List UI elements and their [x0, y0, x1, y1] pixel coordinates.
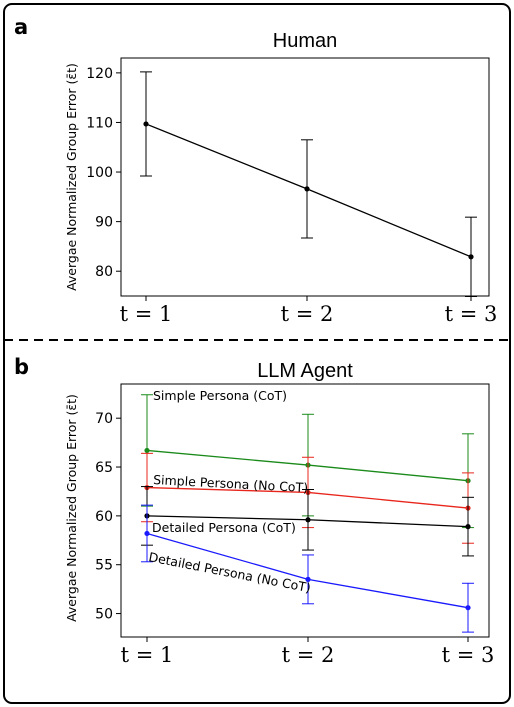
x-tick-label: t = 2: [282, 643, 335, 667]
y-tick-label: 50: [95, 607, 113, 623]
plot-area: [120, 383, 490, 638]
y-tick-label: 120: [86, 66, 113, 82]
y-tick-label: 80: [95, 264, 113, 280]
series-label: Simple Persona (CoT): [153, 388, 287, 403]
panel-b: b LLM Agent Avergae Normalized Group Err…: [14, 355, 494, 667]
panel-a: a Human Avergae Normalized Group Error (…: [14, 15, 497, 326]
x-ticks: t = 1 t = 2 t = 3: [121, 637, 495, 667]
data-point: [304, 186, 310, 192]
series-group: [140, 71, 477, 297]
x-tick-label: t = 1: [120, 302, 173, 326]
x-ticks: t = 1 t = 2 t = 3: [120, 296, 498, 326]
y-tick-label: 100: [86, 165, 113, 181]
y-tick-label: 90: [95, 215, 113, 231]
chart-title: Human: [273, 30, 337, 52]
x-tick-label: t = 3: [445, 302, 498, 326]
figure-frame: [3, 3, 511, 704]
y-ticks: 50 55 60 65 70: [95, 411, 121, 623]
x-tick-label: t = 1: [121, 643, 174, 667]
data-point: [305, 576, 311, 582]
series-label: Detailed Persona (CoT): [152, 520, 296, 535]
plot-area: [120, 57, 490, 297]
data-point: [143, 121, 149, 127]
data-point: [468, 254, 474, 260]
panel-letter: a: [14, 15, 28, 39]
series-label: Simple Persona (No CoT): [153, 472, 309, 495]
y-ticks: 80 90 100 110 120: [86, 66, 121, 280]
y-axis-label: Avergae Normalized Group Error (ε̄t): [64, 63, 79, 291]
x-tick-label: t = 2: [281, 302, 334, 326]
data-point: [144, 447, 150, 454]
y-tick-label: 65: [95, 460, 113, 476]
data-point: [305, 517, 311, 523]
y-tick-label: 60: [95, 509, 113, 525]
chart-title: LLM Agent: [257, 360, 353, 382]
data-point: [144, 530, 150, 537]
panel-letter: b: [14, 355, 29, 379]
y-tick-label: 55: [95, 558, 113, 574]
series-label: Detailed Persona (No CoT): [147, 549, 312, 595]
y-tick-label: 70: [95, 411, 113, 427]
y-axis-label: Avergae Normalized Group Error (ε̄t): [64, 394, 79, 622]
x-tick-label: t = 3: [442, 643, 495, 667]
series-group: Simple Persona (CoT) Simple Persona (No C…: [141, 388, 474, 633]
data-point: [465, 605, 471, 611]
y-tick-label: 110: [86, 115, 113, 131]
data-point: [465, 524, 471, 530]
